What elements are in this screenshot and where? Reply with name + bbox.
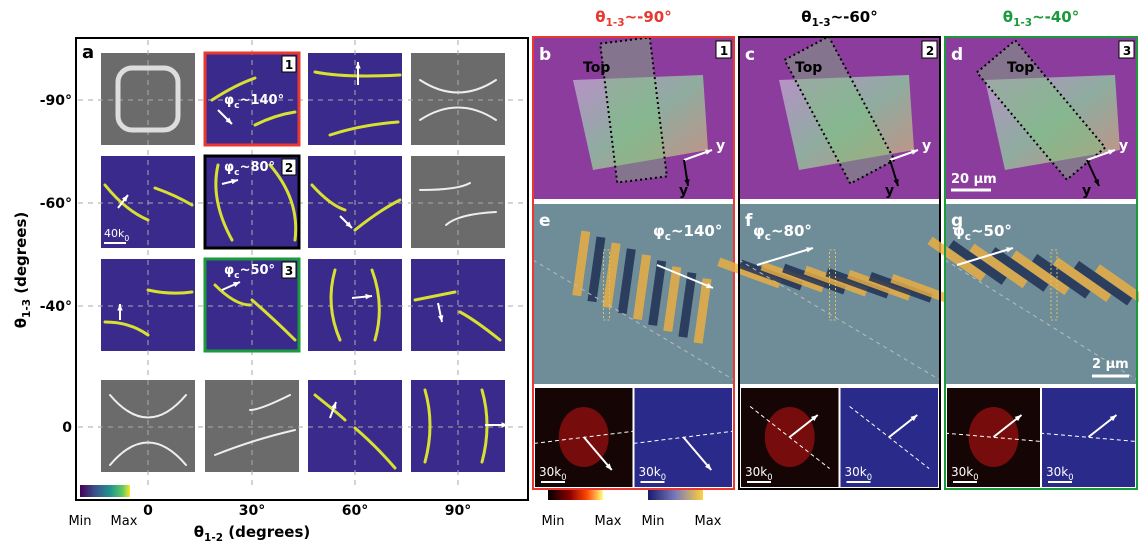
badge: 3 xyxy=(285,264,293,278)
text-part: 0 xyxy=(867,472,872,482)
text-part: ~50° xyxy=(971,222,1012,240)
text-part: φ xyxy=(224,160,234,175)
text-part: ~-90° xyxy=(625,8,672,26)
x-tick-label: 30° xyxy=(239,503,265,519)
text-part: 1-3 xyxy=(812,17,831,29)
top-label: Top xyxy=(795,60,822,76)
x-tick-label: 90° xyxy=(445,503,471,519)
text-part: θ xyxy=(194,523,204,541)
y-tick-label: -40° xyxy=(40,299,72,315)
colorbar-min: Min xyxy=(641,514,664,529)
badge: 2 xyxy=(285,161,293,175)
text-part: ~50° xyxy=(240,263,275,278)
colorbar xyxy=(80,485,130,497)
text-part: 30k xyxy=(639,465,661,479)
x-axis-title: θ1-2 (degrees) xyxy=(194,523,311,544)
text-part: 30k xyxy=(1046,465,1068,479)
scale-label: 2 μm xyxy=(1092,357,1129,372)
figure: a123φc~140°φc~80°φc~50°40k0-90°-60°-40°0… xyxy=(0,0,1139,544)
text-part: 1-3 xyxy=(21,299,33,318)
x-tick-label: 0 xyxy=(143,503,153,519)
axis-label: y xyxy=(922,138,931,154)
text-part: ~140° xyxy=(671,222,722,240)
colorbar-min: Min xyxy=(68,514,91,529)
phi-label: φc~50° xyxy=(953,222,1012,243)
text-part: φ xyxy=(653,222,665,240)
badge: 1 xyxy=(285,58,293,72)
axis-label: y xyxy=(716,138,725,154)
text-part: 30k xyxy=(745,465,767,479)
text-part: θ xyxy=(12,318,30,328)
text-part: θ xyxy=(801,8,811,26)
colorbar xyxy=(548,490,603,500)
text-part: ~80° xyxy=(240,160,275,175)
text-part: (degrees) xyxy=(12,212,30,299)
colorbar-max: Max xyxy=(111,514,138,529)
text-part: 30k xyxy=(539,465,561,479)
panel-label: b xyxy=(539,45,551,65)
text-part: 0 xyxy=(124,234,129,243)
axis-label: y xyxy=(679,183,688,199)
badge: 2 xyxy=(926,44,934,58)
text-part: θ xyxy=(1003,8,1013,26)
text-part: ~140° xyxy=(240,93,285,108)
text-part: 40k xyxy=(104,227,125,240)
panel-label: e xyxy=(539,211,551,231)
top-label: Top xyxy=(1007,60,1034,76)
x-tick-label: 60° xyxy=(342,503,368,519)
text-part: ~-60° xyxy=(831,8,878,26)
text-part: φ xyxy=(753,222,765,240)
column-title: θ1-3~-40° xyxy=(1003,8,1079,29)
phi-label: φc~80° xyxy=(753,222,812,243)
text-part: φ xyxy=(224,263,234,278)
colorbar-max: Max xyxy=(595,514,622,529)
page: {"panel_a": {"label": "a", "y_axis_title… xyxy=(0,0,1139,544)
text-part: 30k xyxy=(845,465,867,479)
panel-label: c xyxy=(745,45,755,65)
badge: 3 xyxy=(1123,44,1131,58)
text-part: φ xyxy=(224,93,234,108)
text-part: ~80° xyxy=(771,222,812,240)
text-part: 0 xyxy=(561,472,566,482)
panel-label: d xyxy=(951,45,963,65)
scale-label: 20 μm xyxy=(951,172,997,187)
phi-label: φc~140° xyxy=(653,222,722,243)
text-part: ~-40° xyxy=(1032,8,1079,26)
axis-label: y xyxy=(1119,138,1128,154)
text-part: 0 xyxy=(767,472,772,482)
colorbar xyxy=(648,490,703,500)
text-part: 1-2 xyxy=(204,532,223,544)
text-part: 1-3 xyxy=(606,17,625,29)
y-axis-title: θ1-3 (degrees) xyxy=(12,212,33,329)
panel-label: f xyxy=(745,211,753,231)
column-title: θ1-3~-60° xyxy=(801,8,877,29)
y-tick-label: -90° xyxy=(40,93,72,109)
text-part: 0 xyxy=(1068,472,1073,482)
y-tick-label: 0 xyxy=(62,420,72,436)
text-part: (degrees) xyxy=(223,523,310,541)
top-label: Top xyxy=(583,60,610,76)
text-part: φ xyxy=(953,222,965,240)
colorbar-min: Min xyxy=(541,514,564,529)
text-part: 0 xyxy=(661,472,666,482)
colorbar-max: Max xyxy=(695,514,722,529)
text-part: 1-3 xyxy=(1013,17,1032,29)
y-tick-label: -60° xyxy=(40,196,72,212)
column-title: θ1-3~-90° xyxy=(595,8,671,29)
badge: 1 xyxy=(720,44,728,58)
text-part: 30k xyxy=(951,465,973,479)
panel-label: a xyxy=(82,42,94,63)
text-part: 0 xyxy=(973,472,978,482)
axis-label: y xyxy=(885,183,894,199)
text-part: θ xyxy=(595,8,605,26)
axis-label: y xyxy=(1082,183,1091,199)
